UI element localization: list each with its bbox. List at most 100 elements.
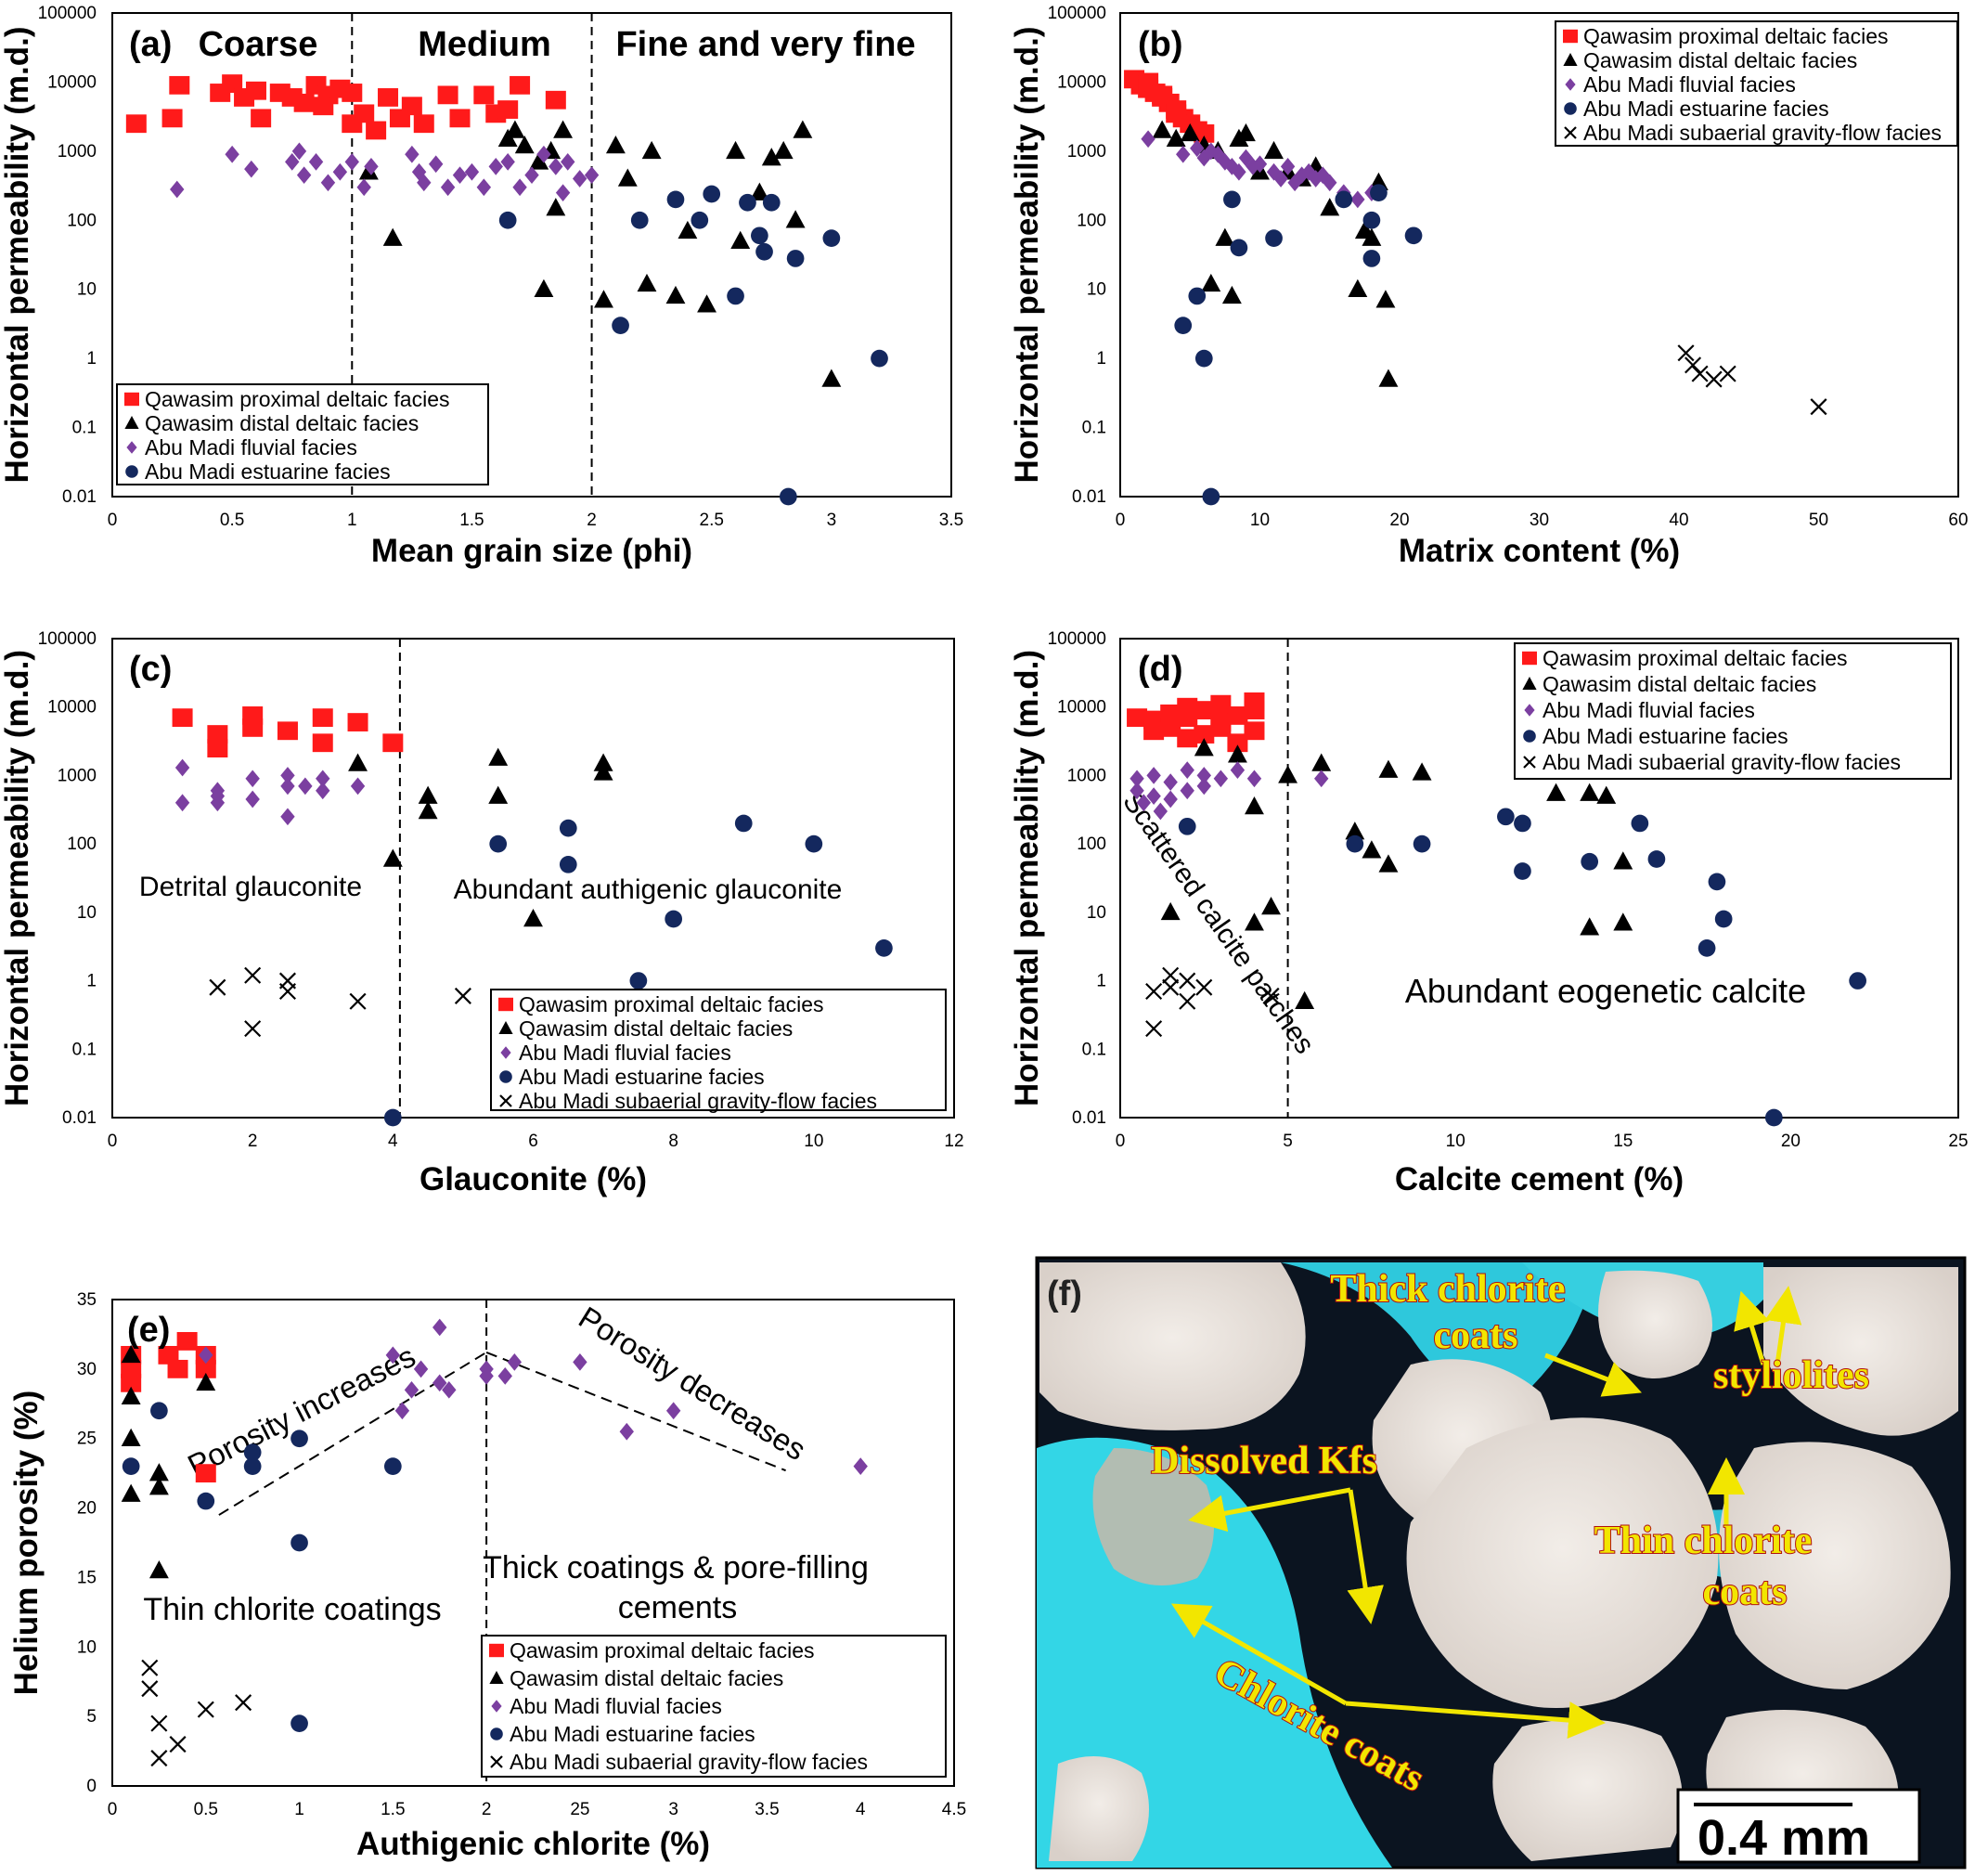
- quartz-grain: [1039, 1262, 1306, 1430]
- data-point-qp: [169, 75, 190, 95]
- data-point-af: [512, 178, 527, 197]
- data-point-af: [1210, 145, 1226, 163]
- data-point-qd: [1264, 140, 1284, 160]
- data-point-ae: [1413, 834, 1431, 853]
- data-point-af: [561, 153, 575, 171]
- label-thick-coats: coats: [1434, 1314, 1518, 1357]
- data-point-qd: [418, 800, 438, 820]
- arrow-chlorite-coats-1: [1170, 1603, 1348, 1706]
- data-point-af: [488, 158, 503, 175]
- legend-box: [1555, 20, 1958, 147]
- series-qd: [348, 747, 613, 927]
- data-point-af: [225, 145, 239, 163]
- data-point-af: [1204, 142, 1219, 161]
- data-point-qp: [437, 85, 458, 105]
- y-axis-label: Helium porosity (%): [8, 1391, 45, 1696]
- y-tick-label: 1000: [58, 142, 97, 162]
- data-point-ae: [1708, 873, 1726, 891]
- scale-bar-box: [1676, 1788, 1921, 1864]
- data-point-ag: [150, 1750, 168, 1767]
- data-point-qd: [1378, 369, 1399, 387]
- data-point-ae: [629, 972, 648, 990]
- y-tick-label: 30: [77, 1360, 97, 1379]
- data-point-ag: [244, 1020, 262, 1038]
- x-tick-label: 12: [944, 1132, 963, 1151]
- series-ag: [1145, 966, 1280, 1038]
- series-ae: [498, 185, 888, 506]
- quartz-grain: [1763, 1267, 1958, 1436]
- legend-marker-af: [491, 1700, 502, 1713]
- annotation-text: Fine and very fine: [615, 25, 915, 64]
- data-point-qp: [245, 81, 266, 100]
- data-point-qd: [382, 848, 403, 867]
- data-point-ae: [1631, 814, 1649, 833]
- data-point-ae: [1714, 910, 1733, 928]
- data-point-qp: [347, 713, 368, 731]
- x-tick-label: 25: [1948, 1132, 1968, 1151]
- x-axis-label: Mean grain size (phi): [371, 533, 692, 569]
- data-point-qp: [1152, 85, 1173, 105]
- data-point-qp: [1177, 729, 1198, 748]
- data-point-af: [385, 1346, 401, 1365]
- x-tick-label: 0.5: [220, 511, 244, 530]
- x-tick-label: 4.5: [942, 1800, 966, 1819]
- data-point-qp: [195, 1359, 216, 1378]
- x-tick-label: 0: [108, 511, 118, 530]
- y-tick-label: 0.1: [1082, 1040, 1106, 1059]
- data-point-qp: [242, 718, 264, 737]
- data-point-qd: [348, 753, 368, 771]
- x-tick-label: 60: [1948, 511, 1968, 530]
- data-point-ae: [875, 939, 893, 957]
- data-point-af: [549, 158, 563, 175]
- arrow-dissolved-kfs-2: [1347, 1489, 1384, 1624]
- data-point-af: [440, 178, 456, 197]
- data-point-qp: [1244, 721, 1265, 741]
- data-point-qd: [1215, 227, 1235, 246]
- data-point-ag: [1179, 992, 1196, 1010]
- data-point-qd: [505, 120, 525, 138]
- data-point-ae: [1335, 190, 1353, 209]
- data-point-qd: [730, 230, 751, 249]
- data-point-qd: [1194, 738, 1214, 757]
- data-point-qd: [821, 369, 842, 387]
- data-point-ae: [559, 855, 577, 873]
- data-point-qp: [172, 708, 193, 728]
- data-point-ag: [197, 1701, 214, 1718]
- data-point-qd: [1580, 917, 1600, 936]
- data-point-af: [1273, 170, 1288, 188]
- data-point-qd: [1261, 897, 1281, 915]
- data-point-qd: [1278, 765, 1298, 783]
- data-point-af: [1315, 166, 1330, 185]
- data-point-ae: [630, 211, 649, 229]
- data-point-af: [572, 170, 587, 188]
- data-point-qd: [1613, 851, 1633, 870]
- legend-item-qp: Qawasim proximal deltaic facies: [519, 992, 824, 1016]
- legend-item-ae: Abu Madi estuarine facies: [519, 1065, 765, 1089]
- data-point-qd: [617, 168, 638, 187]
- data-point-qd: [1348, 278, 1368, 297]
- panel-label: (c): [129, 650, 172, 689]
- y-tick-label: 10: [77, 1637, 97, 1657]
- data-point-af: [1180, 782, 1194, 800]
- data-point-ae: [822, 229, 841, 247]
- data-point-ag: [244, 966, 262, 984]
- data-point-af: [452, 166, 468, 185]
- data-point-af: [199, 1346, 213, 1365]
- legend-marker-qd: [1563, 53, 1578, 66]
- y-tick-label: 35: [77, 1290, 97, 1310]
- data-point-af: [1136, 794, 1151, 812]
- data-point-ag: [454, 987, 471, 1004]
- x-tick-label: 15: [1613, 1132, 1633, 1151]
- data-point-qd: [637, 273, 657, 292]
- legend-box: [481, 1635, 947, 1778]
- data-point-af: [280, 808, 295, 826]
- y-tick-label: 100: [67, 834, 97, 854]
- data-point-ae: [612, 317, 629, 334]
- y-tick-label: 1: [1096, 972, 1106, 991]
- data-point-qp: [449, 109, 471, 128]
- legend-marker-af: [126, 441, 137, 454]
- legend-marker-ae: [499, 1070, 512, 1083]
- data-point-ae: [150, 1402, 168, 1420]
